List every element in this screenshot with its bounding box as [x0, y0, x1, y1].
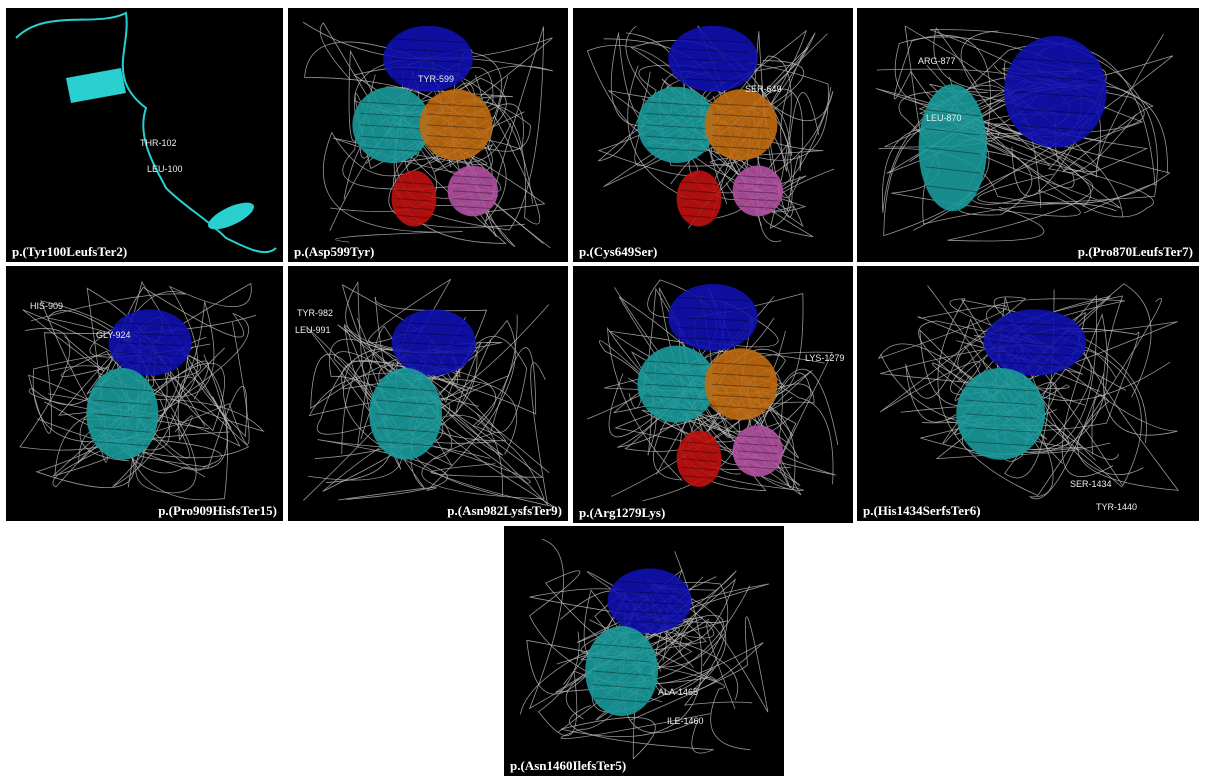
- panel-caption: p.(Pro870LeufsTer7): [1078, 244, 1193, 259]
- residue-label: SER-649: [745, 84, 782, 94]
- residue-label: ARG-877: [918, 56, 956, 66]
- structure-panel: SER-1434 TYR-1440 p.(His1434SerfsTer6): [857, 266, 1199, 521]
- residue-label: TYR-982: [297, 308, 333, 318]
- residue-label: LEU-991: [295, 325, 331, 335]
- structure-render: LYS-1279 p.(Arg1279Lys): [573, 266, 853, 523]
- coil: [1078, 330, 1179, 491]
- panel-caption: p.(His1434SerfsTer6): [863, 503, 981, 518]
- panel-caption: p.(Asp599Tyr): [294, 244, 374, 259]
- structure-render: TYR-599 p.(Asp599Tyr): [288, 8, 568, 262]
- structure-render: SER-649 p.(Cys649Ser): [573, 8, 853, 262]
- residue-label: SER-1434: [1070, 479, 1112, 489]
- residue-label: ILE-1460: [667, 716, 704, 726]
- structure-render: THR-102 LEU-100 p.(Tyr100LeufsTer2): [6, 8, 283, 262]
- residue-label: ALA-1465: [658, 687, 698, 697]
- residue-label: TYR-1440: [1096, 502, 1137, 512]
- panel-caption: p.(Pro909HisfsTer15): [158, 503, 277, 518]
- structure-render: TYR-982 LEU-991 p.(Asn982LysfsTer9): [288, 266, 568, 521]
- residue-label: THR-102: [140, 138, 177, 148]
- residue-label: LEU-870: [926, 113, 962, 123]
- residue-label: HIS-909: [30, 301, 63, 311]
- structure-panel: SER-649 p.(Cys649Ser): [573, 8, 853, 262]
- residue-label: LYS-1279: [805, 353, 844, 363]
- structure-panel: TYR-982 LEU-991 p.(Asn982LysfsTer9): [288, 266, 568, 521]
- residue-label: LEU-100: [147, 164, 183, 174]
- structure-panel: HIS-909 GLY-924 p.(Pro909HisfsTer15): [6, 266, 283, 521]
- panel-caption: p.(Cys649Ser): [579, 244, 657, 259]
- structure-panel: ARG-877 LEU-870 p.(Pro870LeufsTer7): [857, 8, 1199, 262]
- panel-caption: p.(Arg1279Lys): [579, 505, 665, 520]
- structure-render: HIS-909 GLY-924 p.(Pro909HisfsTer15): [6, 266, 283, 521]
- panel-caption: p.(Asn1460IlefsTer5): [510, 758, 626, 773]
- structure-render: ALA-1465 ILE-1460 p.(Asn1460IlefsTer5): [504, 526, 784, 776]
- helix: [205, 197, 258, 234]
- structure-panel: LYS-1279 p.(Arg1279Lys): [573, 266, 853, 523]
- sheet: [66, 68, 126, 103]
- residue-label: TYR-599: [418, 74, 454, 84]
- structure-panel: ALA-1465 ILE-1460 p.(Asn1460IlefsTer5): [504, 526, 784, 776]
- structure-render: SER-1434 TYR-1440 p.(His1434SerfsTer6): [857, 266, 1199, 521]
- panel-caption: p.(Tyr100LeufsTer2): [12, 244, 127, 259]
- figure: THR-102 LEU-100 p.(Tyr100LeufsTer2) TYR-599…: [0, 0, 1205, 778]
- structure-panel: TYR-599 p.(Asp599Tyr): [288, 8, 568, 262]
- panel-caption: p.(Asn982LysfsTer9): [447, 503, 562, 518]
- residue-label: GLY-924: [96, 330, 131, 340]
- structure-render: ARG-877 LEU-870 p.(Pro870LeufsTer7): [857, 8, 1199, 262]
- structure-panel: THR-102 LEU-100 p.(Tyr100LeufsTer2): [6, 8, 283, 262]
